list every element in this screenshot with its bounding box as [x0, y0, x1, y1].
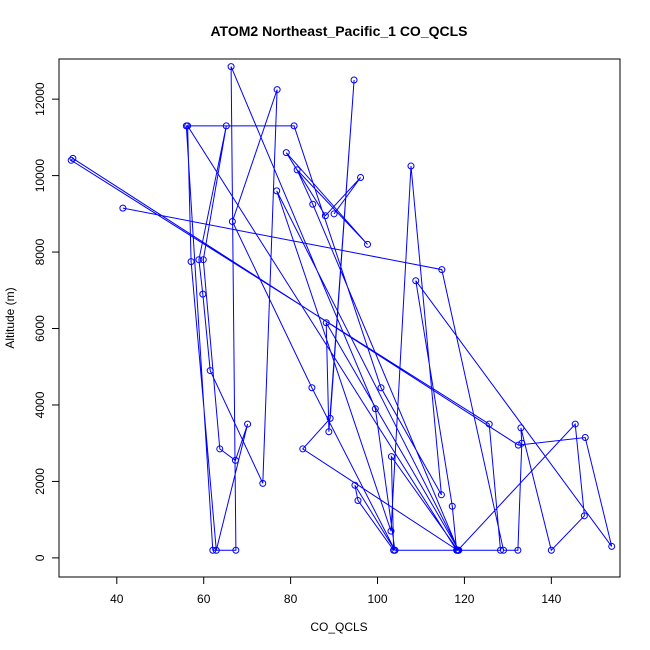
plot-area — [67, 63, 616, 554]
data-point — [371, 405, 379, 413]
data-point — [514, 441, 522, 449]
data-point — [259, 479, 267, 487]
data-point — [216, 445, 224, 453]
data-point — [299, 445, 307, 453]
data-point — [325, 428, 333, 436]
data-point — [322, 319, 330, 327]
y-tick-label: 12000 — [33, 82, 47, 116]
series-line — [70, 66, 613, 552]
data-point — [228, 217, 236, 225]
y-axis: 0 2000 4000 6000 8000 10000 12000 — [33, 82, 60, 561]
data-point — [309, 200, 317, 208]
data-point — [209, 546, 217, 554]
x-tick-label: 120 — [454, 592, 474, 606]
data-point — [232, 546, 240, 554]
data-point — [437, 491, 445, 499]
data-point — [67, 156, 75, 164]
data-point — [350, 76, 358, 84]
y-tick-label: 4000 — [33, 391, 47, 418]
y-tick-label: 2000 — [33, 468, 47, 495]
y-axis-label: Altitude (m) — [3, 287, 17, 348]
data-point — [119, 204, 127, 212]
data-point — [199, 290, 207, 298]
data-point — [571, 420, 579, 428]
data-point — [244, 420, 252, 428]
data-point — [227, 63, 235, 71]
data-point — [608, 542, 616, 550]
data-point — [321, 212, 329, 220]
data-point — [273, 187, 281, 195]
data-point — [206, 367, 214, 375]
data-point — [282, 149, 290, 157]
data-point — [364, 240, 372, 248]
data-point — [387, 453, 395, 461]
y-tick-label: 10000 — [33, 159, 47, 193]
chart-title: ATOM2 Northeast_Pacific_1 CO_QCLS — [210, 23, 467, 39]
x-tick-label: 80 — [284, 592, 298, 606]
data-point — [438, 266, 446, 274]
data-point — [330, 210, 338, 218]
data-point — [454, 546, 462, 554]
data-point — [326, 414, 334, 422]
data-point — [273, 86, 281, 94]
data-point — [212, 546, 220, 554]
data-point — [407, 162, 415, 170]
data-point — [514, 546, 522, 554]
data-point — [387, 527, 395, 535]
data-point — [231, 456, 239, 464]
x-tick-label: 40 — [110, 592, 124, 606]
data-point — [195, 256, 203, 264]
data-point — [377, 384, 385, 392]
data-point — [485, 420, 493, 428]
data-point — [547, 546, 555, 554]
x-axis-label: CO_QCLS — [310, 620, 367, 634]
y-tick-label: 6000 — [33, 315, 47, 342]
data-point — [308, 384, 316, 392]
y-tick-label: 0 — [33, 554, 47, 561]
y-tick-label: 8000 — [33, 238, 47, 265]
data-point — [412, 277, 420, 285]
data-point — [354, 497, 362, 505]
data-point — [199, 256, 207, 264]
data-point — [580, 512, 588, 520]
x-tick-label: 100 — [368, 592, 388, 606]
plot-frame — [58, 58, 621, 578]
data-point — [69, 154, 77, 162]
data-point — [187, 258, 195, 266]
data-point — [518, 439, 526, 447]
data-point — [222, 122, 230, 130]
data-point — [581, 433, 589, 441]
data-point — [496, 546, 504, 554]
data-point — [351, 481, 359, 489]
data-point — [290, 122, 298, 130]
data-point — [448, 502, 456, 510]
data-point — [500, 546, 508, 554]
data-point — [184, 122, 192, 130]
data-point — [391, 546, 399, 554]
data-point — [293, 166, 301, 174]
data-point — [517, 424, 525, 432]
x-tick-label: 140 — [541, 592, 561, 606]
data-point — [357, 174, 365, 182]
x-axis: 40 60 80 100 120 140 — [110, 576, 562, 606]
x-tick-label: 60 — [197, 592, 211, 606]
